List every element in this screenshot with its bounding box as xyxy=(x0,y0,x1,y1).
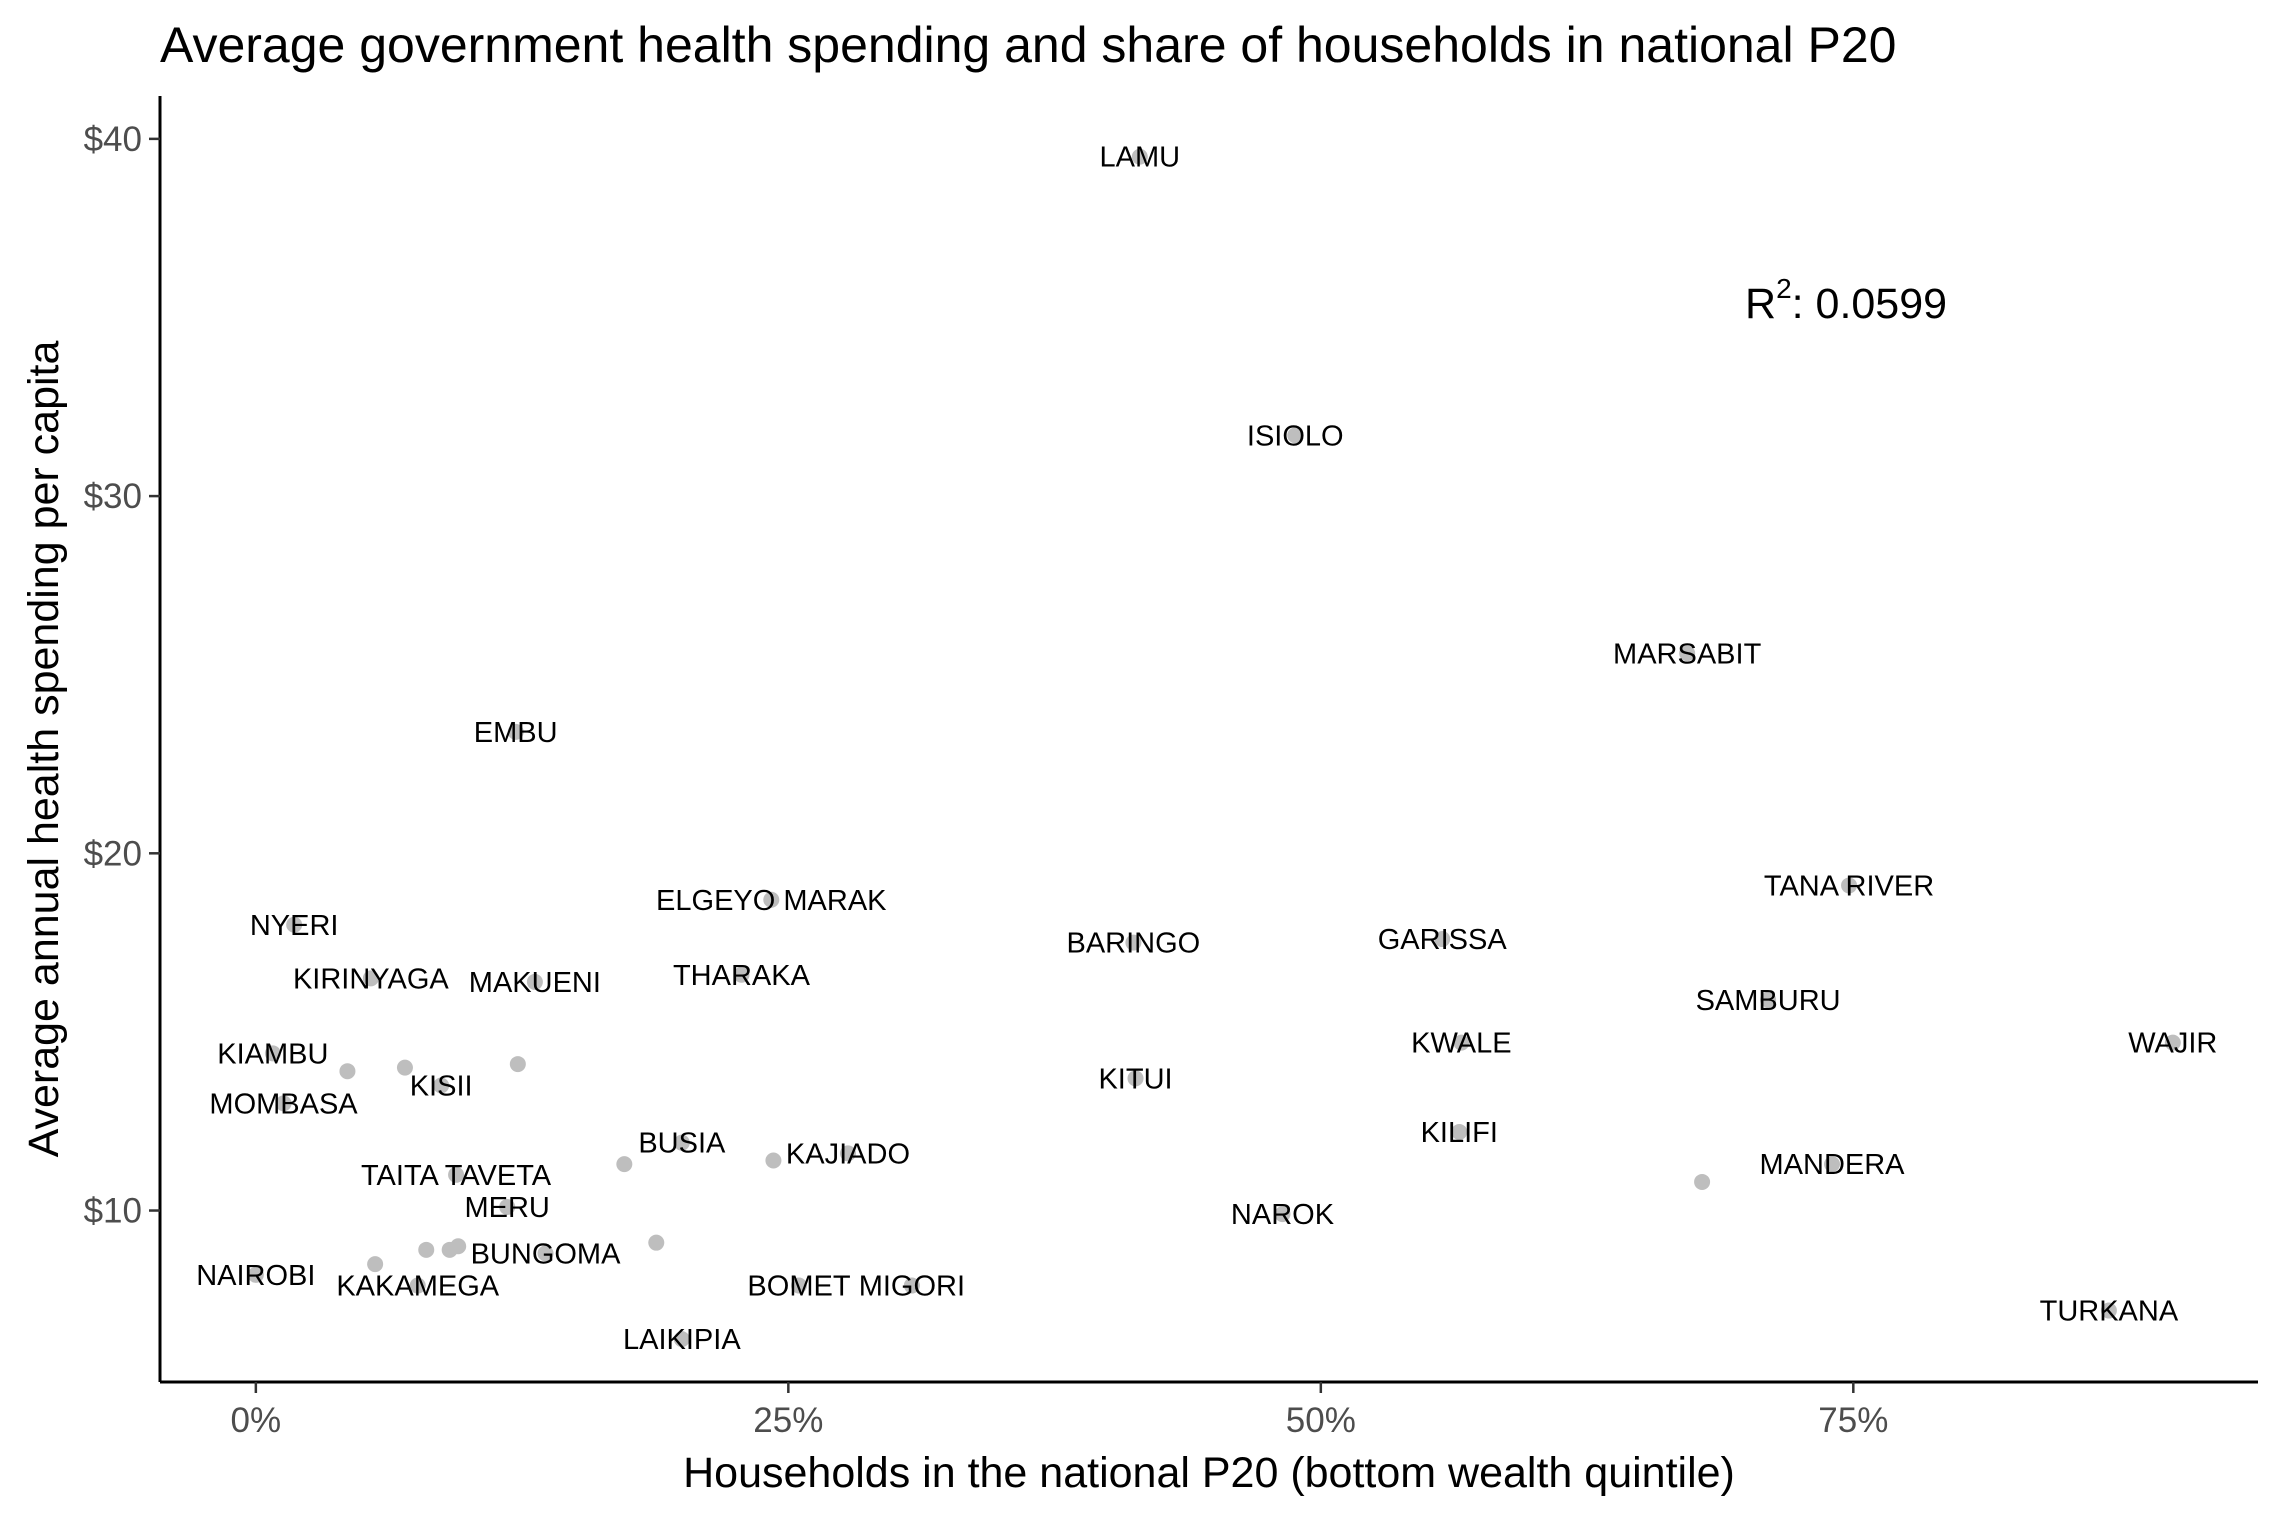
r-squared-symbol: R xyxy=(1745,280,1776,328)
data-point xyxy=(409,1277,426,1294)
data-point-label: NAROK xyxy=(1231,1199,1335,1231)
r-squared-superscript: 2 xyxy=(1776,273,1792,304)
data-point-label: KIRINYAGA xyxy=(293,963,449,995)
data-point-label: ISIOLO xyxy=(1247,420,1344,452)
data-point xyxy=(450,1238,467,1255)
y-tick-label: $40 xyxy=(84,120,142,159)
x-tick-label: 25% xyxy=(753,1401,823,1440)
data-point xyxy=(763,891,780,908)
data-points xyxy=(247,148,2181,1348)
data-point xyxy=(1127,1070,1144,1087)
data-point xyxy=(396,1059,413,1076)
data-point xyxy=(765,1152,782,1169)
data-point xyxy=(2164,1034,2181,1051)
data-point xyxy=(673,1331,690,1348)
data-point-label: SAMBURU xyxy=(1696,985,1841,1017)
data-point-label: KAKAMEGA xyxy=(336,1271,499,1303)
data-point-label: KITUI xyxy=(1098,1063,1172,1095)
data-point-label: MOMBASA xyxy=(209,1088,358,1120)
data-point xyxy=(1760,991,1777,1008)
data-point xyxy=(790,1277,807,1294)
data-point xyxy=(1131,148,1148,165)
data-point xyxy=(537,1245,554,1262)
data-point xyxy=(1679,645,1696,662)
data-point-label: THARAKA xyxy=(673,960,811,992)
data-point xyxy=(1287,427,1304,444)
data-point xyxy=(499,1198,516,1215)
data-point-label: MANDERA xyxy=(1760,1149,1906,1181)
data-point-label: KILIFI xyxy=(1421,1117,1498,1149)
data-point-labels: LAMU ISIOLO MARSABIT EMBU TANA RIVER ELGEYO M… xyxy=(196,142,2217,1356)
y-tick-label: $20 xyxy=(84,834,142,873)
data-point-label: KIAMBU xyxy=(217,1038,328,1070)
data-point xyxy=(339,1063,356,1080)
r-squared-value: : 0.0599 xyxy=(1792,280,1947,328)
data-point xyxy=(433,1077,450,1094)
data-point xyxy=(1694,1173,1711,1190)
data-point-label: BARINGO xyxy=(1067,928,1201,960)
data-point xyxy=(526,973,543,990)
data-point xyxy=(2100,1302,2117,1319)
data-point xyxy=(1125,934,1142,951)
data-point xyxy=(286,916,303,933)
data-point-label: WAJIR xyxy=(2128,1028,2217,1060)
data-point-label: KAJIADO xyxy=(786,1138,910,1170)
data-point xyxy=(264,1045,281,1062)
data-point xyxy=(367,1256,384,1273)
data-point-label: GARISSA xyxy=(1378,924,1508,956)
x-tick-label: 75% xyxy=(1818,1401,1888,1440)
data-point-label: KISII xyxy=(410,1071,473,1103)
data-point-label: MIGORI xyxy=(859,1271,965,1303)
data-point xyxy=(616,1156,633,1173)
data-point-label: NYERI xyxy=(250,910,339,942)
data-point xyxy=(1824,1156,1841,1173)
data-point-label: BOMET xyxy=(747,1271,850,1303)
data-point-label: BUNGOMA xyxy=(471,1238,622,1270)
data-point-label: MARSABIT xyxy=(1613,638,1762,670)
y-tick-label: $10 xyxy=(84,1192,142,1231)
data-point-label: ELGEYO MARAK xyxy=(656,885,887,917)
x-axis-title: Households in the national P20 (bottom w… xyxy=(683,1449,1735,1497)
data-point-label: TANA RIVER xyxy=(1764,870,1934,902)
x-axis-ticks: 0% 25% 50% 75% xyxy=(231,1382,1888,1440)
data-point-label: MERU xyxy=(464,1192,549,1224)
data-point xyxy=(448,1166,465,1183)
x-tick-label: 50% xyxy=(1286,1401,1356,1440)
data-point-label: LAMU xyxy=(1099,142,1180,174)
data-point-label: TAITA TAVETA xyxy=(361,1160,552,1192)
data-point xyxy=(1434,931,1451,948)
data-point-label: MAKUENI xyxy=(469,967,601,999)
y-tick-label: $30 xyxy=(84,477,142,516)
data-point xyxy=(673,1134,690,1151)
data-point-label: BUSIA xyxy=(638,1128,726,1160)
data-point xyxy=(509,1056,526,1073)
data-point-label: NAIROBI xyxy=(196,1260,315,1292)
x-tick-label: 0% xyxy=(231,1401,282,1440)
data-point xyxy=(733,966,750,983)
data-point xyxy=(247,1266,264,1283)
data-point xyxy=(648,1234,665,1251)
data-point xyxy=(1451,1123,1468,1140)
r-squared-annotation: R2: 0.0599 xyxy=(1745,273,1947,328)
data-point xyxy=(1841,877,1858,894)
data-point xyxy=(507,723,524,740)
data-point-label: KWALE xyxy=(1411,1028,1511,1060)
data-point xyxy=(1453,1034,1470,1051)
chart-title: Average government health spending and s… xyxy=(160,17,1896,73)
data-point xyxy=(839,1145,856,1162)
data-point-label: TURKANA xyxy=(2040,1296,2179,1328)
data-point xyxy=(275,1095,292,1112)
data-point xyxy=(362,970,379,987)
data-point xyxy=(418,1241,435,1258)
data-point xyxy=(903,1277,920,1294)
data-point-label: LAIKIPIA xyxy=(623,1324,741,1356)
y-axis-ticks: $10 $20 $30 $40 xyxy=(84,120,160,1231)
data-point-label: EMBU xyxy=(474,717,558,749)
data-point xyxy=(1274,1206,1291,1223)
y-axis-title: Average annual health spending per capit… xyxy=(20,341,68,1158)
